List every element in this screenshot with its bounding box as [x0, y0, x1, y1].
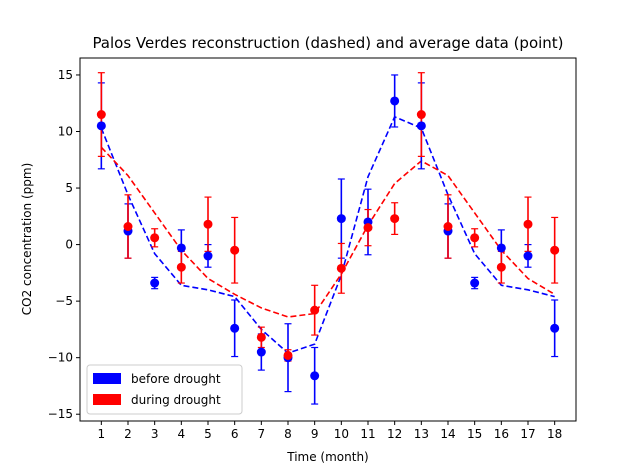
legend-label: during drought [131, 393, 221, 407]
data-point [96, 110, 106, 120]
x-tick-label: 1 [98, 427, 106, 441]
legend-swatch [93, 373, 121, 384]
data-point [363, 223, 373, 233]
data-point [150, 233, 160, 243]
x-tick-label: 16 [494, 427, 509, 441]
x-tick-label: 17 [520, 427, 535, 441]
x-tick-label: 9 [311, 427, 319, 441]
x-tick-label: 15 [467, 427, 482, 441]
x-tick-label: 12 [387, 427, 402, 441]
y-axis-label: CO2 concentration (ppm) [20, 163, 34, 315]
legend: before drought during drought [86, 364, 243, 415]
data-point [523, 251, 533, 261]
x-tick-label: 10 [334, 427, 349, 441]
x-tick-label: 11 [360, 427, 375, 441]
y-tick-label: −10 [48, 351, 73, 365]
data-point [310, 371, 320, 381]
legend-label: before drought [131, 372, 221, 386]
reconstruction-line-0 [100, 115, 555, 355]
y-tick-label: 5 [65, 181, 73, 195]
data-point [336, 214, 346, 224]
data-point [390, 214, 400, 224]
data-point [550, 323, 560, 333]
plot-area [79, 57, 577, 422]
data-point [176, 243, 186, 253]
data-point [230, 323, 240, 333]
y-tick-label: 0 [65, 238, 73, 252]
data-point [523, 219, 533, 229]
data-point [256, 332, 266, 342]
legend-box [86, 364, 243, 415]
y-axis: −15 −10 −5 0 5 10 15 [48, 68, 80, 421]
data-point [203, 219, 213, 229]
data-point [390, 96, 400, 106]
x-tick-label: 2 [124, 427, 132, 441]
data-point [310, 305, 320, 315]
x-tick-label: 6 [231, 427, 239, 441]
data-point [496, 262, 506, 272]
reconstruction-line-1 [100, 146, 556, 318]
x-tick-label: 5 [204, 427, 212, 441]
data-point [416, 121, 426, 131]
data-point [203, 251, 213, 261]
y-tick-label: −5 [55, 294, 73, 308]
data-point [256, 347, 266, 357]
data-point [96, 121, 106, 131]
x-tick-label: 7 [258, 427, 266, 441]
x-tick-label: 8 [284, 427, 292, 441]
data-point [470, 278, 480, 288]
data-point [443, 221, 453, 231]
data-point [150, 278, 160, 288]
y-tick-label: 10 [58, 125, 73, 139]
x-tick-label: 18 [547, 427, 562, 441]
y-tick-label: 15 [58, 68, 73, 82]
data-point [470, 233, 480, 243]
x-tick-label: 13 [414, 427, 429, 441]
data-point [496, 243, 506, 253]
data-point [283, 350, 293, 360]
legend-swatch [93, 394, 121, 405]
plot-frame [79, 57, 577, 422]
x-axis-label: Time (month) [286, 450, 369, 464]
x-tick-label: 4 [178, 427, 186, 441]
x-axis: 1 2 3 4 5 6 7 8 9 10 11 12 13 14 15 16 17 18 [98, 421, 562, 441]
data-point [230, 245, 240, 255]
chart-title: Palos Verdes reconstruction (dashed) and… [92, 34, 563, 52]
x-tick-label: 14 [440, 427, 455, 441]
y-tick-label: −15 [48, 407, 73, 421]
data-point [336, 263, 346, 273]
data-point [550, 245, 560, 255]
data-point [416, 110, 426, 120]
data-point [176, 262, 186, 272]
data-point [123, 221, 133, 231]
x-tick-label: 3 [151, 427, 159, 441]
